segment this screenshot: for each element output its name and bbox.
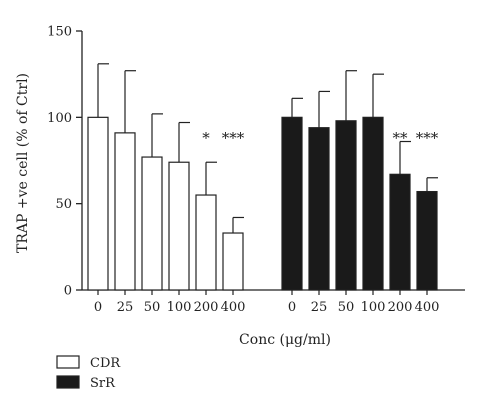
significance-marker: ** <box>393 129 409 147</box>
bar-cdr <box>87 116 109 291</box>
legend-swatch-cdr <box>56 355 80 369</box>
x-tick-label: 100 <box>167 300 192 315</box>
y-tick-label: 150 <box>47 25 72 40</box>
x-tick-label: 50 <box>338 300 355 315</box>
x-tick-label: 400 <box>221 300 246 315</box>
bar-srr <box>281 116 303 291</box>
bar-srr <box>389 173 411 291</box>
bar-cdr <box>168 161 190 291</box>
x-tick-label: 0 <box>288 300 296 315</box>
bar-srr <box>416 190 438 291</box>
x-tick-label: 200 <box>388 300 413 315</box>
x-tick-label: 200 <box>194 300 219 315</box>
legend-label-cdr: CDR <box>90 356 121 371</box>
y-tick-label: 100 <box>47 111 72 126</box>
y-tick-label: 50 <box>55 197 72 212</box>
x-tick-label: 400 <box>415 300 440 315</box>
x-axis-title: Conc (μg/ml) <box>239 332 331 348</box>
legend: CDR SrR <box>56 355 121 391</box>
x-tick-label: 100 <box>361 300 386 315</box>
x-tick-label: 25 <box>117 300 134 315</box>
significance-marker: *** <box>222 129 245 147</box>
y-axis-title: TRAP +ve cell (% of Ctrl) <box>15 73 31 253</box>
significance-marker: * <box>202 129 210 147</box>
bar-cdr <box>114 132 136 291</box>
y-tick-label: 0 <box>64 284 72 299</box>
bar-cdr <box>222 232 244 291</box>
bar-srr <box>335 120 357 291</box>
x-tick-label: 0 <box>94 300 102 315</box>
legend-label-srr: SrR <box>90 376 116 391</box>
bar-srr <box>362 116 384 291</box>
bar-srr <box>308 127 330 291</box>
x-tick-label: 25 <box>311 300 328 315</box>
significance-marker: *** <box>416 129 439 147</box>
bar-cdr <box>195 194 217 291</box>
x-tick-label: 50 <box>144 300 161 315</box>
bar-cdr <box>141 156 163 291</box>
legend-swatch-srr <box>56 375 80 389</box>
